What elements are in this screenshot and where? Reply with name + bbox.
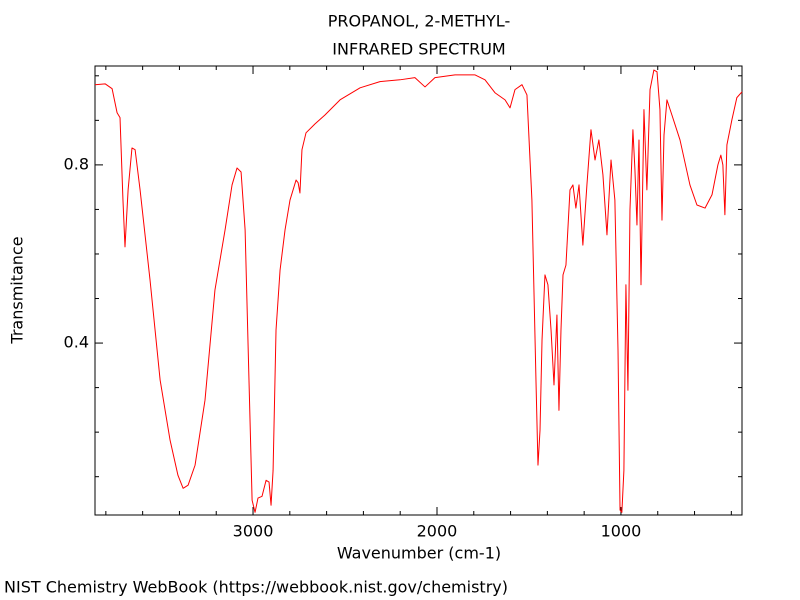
chart-title: PROPANOL, 2-METHYL- <box>328 12 510 31</box>
y-axis-label: Transmitance <box>8 236 27 344</box>
plot-frame <box>94 65 743 516</box>
source-note: NIST Chemistry WebBook (https://webbook.… <box>4 578 508 597</box>
y-tick-label: 0.8 <box>64 154 89 173</box>
chart-subtitle: INFRARED SPECTRUM <box>332 40 505 59</box>
x-tick-label: 2000 <box>417 522 458 541</box>
x-axis-label: Wavenumber (cm-1) <box>337 544 501 563</box>
x-tick-label: 3000 <box>233 522 274 541</box>
spectrum-line <box>94 69 743 513</box>
x-tick-label: 1000 <box>601 522 642 541</box>
y-tick-label: 0.4 <box>64 333 89 352</box>
